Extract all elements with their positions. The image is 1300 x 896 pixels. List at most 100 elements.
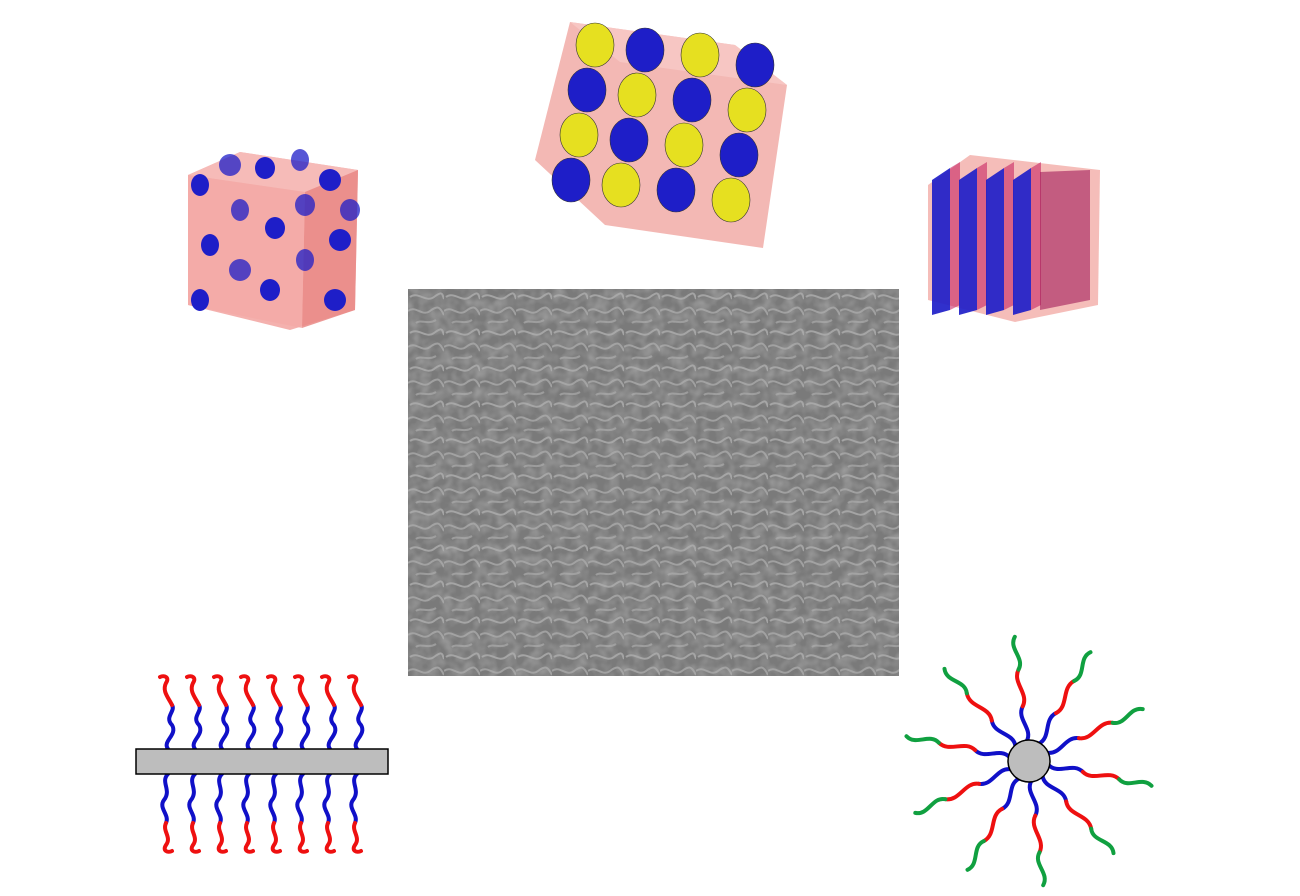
sphere-domain <box>231 199 249 221</box>
star-arm-blue-block <box>977 767 1013 786</box>
sphere-domain <box>265 217 285 239</box>
lamella-blue <box>959 168 977 315</box>
sphere-domain <box>340 199 360 221</box>
lamella-blue <box>1013 168 1031 315</box>
star-arm-green-block <box>904 734 941 745</box>
lamella-blue <box>932 168 950 315</box>
brush-bottom-blue-block <box>214 772 224 825</box>
brush-top-red-block <box>239 674 255 707</box>
star-arm-blue-block <box>1046 763 1085 774</box>
yellow-domain <box>559 112 599 158</box>
brush-bottom-red-block <box>243 821 255 854</box>
lamella-side <box>1031 162 1041 310</box>
lamella-side <box>950 162 960 310</box>
brush-top-red-block <box>158 674 174 707</box>
star-arm-green-block <box>1089 826 1116 856</box>
sphere-domain <box>260 279 280 301</box>
brush-top-blue-block <box>191 703 203 751</box>
brush-bottom-blue-block <box>295 772 305 825</box>
lamella-blue <box>986 168 1004 315</box>
brush-backbone <box>135 748 389 775</box>
sphere-domain <box>229 259 251 281</box>
sphere-domain <box>291 149 309 171</box>
brush-top-blue-block <box>326 703 338 751</box>
brush-top-blue-block <box>272 703 284 751</box>
blue-domain <box>625 27 665 73</box>
brush-bottom-red-block <box>189 821 201 854</box>
sphere-domain <box>255 157 275 179</box>
lamella-back-face <box>1040 170 1090 310</box>
sphere-domain <box>295 194 315 216</box>
brush-top-red-block <box>320 674 336 707</box>
star-arm-blue-block <box>1019 704 1031 744</box>
gyroid-morphology-panel <box>525 0 805 260</box>
star-arm-green-block <box>913 797 948 815</box>
brush-top-blue-block <box>164 703 176 751</box>
lamella-side <box>1004 162 1014 310</box>
star-arm-green-block <box>1036 850 1047 888</box>
star-arm-red-block <box>943 781 981 802</box>
brush-bottom-red-block <box>270 821 282 854</box>
yellow-domain <box>617 72 657 118</box>
brush-bottom-red-block <box>324 821 336 854</box>
sphere-domain <box>319 169 341 191</box>
star-arm-green-block <box>942 666 969 696</box>
blue-domain <box>567 67 607 113</box>
star-schematic <box>904 634 1154 888</box>
star-arm-red-block <box>1015 667 1027 709</box>
brush-top-blue-block <box>218 703 230 751</box>
brush-bottom-blue-block <box>160 772 170 825</box>
yellow-domain <box>664 122 704 168</box>
sphere-domain <box>191 174 209 196</box>
brush-bottom-blue-block <box>322 772 332 825</box>
yellow-domain <box>711 177 751 223</box>
brush-top-blue-block <box>245 703 257 751</box>
star-arm-red-block <box>1080 769 1122 782</box>
sphere-domain <box>329 229 351 251</box>
spheres-morphology-panel <box>170 140 370 340</box>
star-arm-blue-block <box>1045 736 1081 755</box>
blue-domain <box>719 132 759 178</box>
yellow-domain <box>601 162 641 208</box>
brush-bottom-blue-block <box>241 772 251 825</box>
gyroid-cube <box>535 22 787 248</box>
brush-top-red-block <box>212 674 228 707</box>
lamellae-morphology-panel <box>920 140 1110 330</box>
star-arm-red-block <box>981 806 1004 844</box>
lamellae-cube <box>928 155 1100 322</box>
brush-top-red-block <box>347 674 363 707</box>
star-arm-blue-block <box>989 718 1018 749</box>
star-arm-green-block <box>1110 707 1145 725</box>
brush-bottom-blue-block <box>268 772 278 825</box>
brush-bottom-blue-block <box>349 772 359 825</box>
star-arm-blue-block <box>1027 778 1039 818</box>
star-arm-red-block <box>1031 813 1043 855</box>
spheres-cube <box>188 149 360 330</box>
star-arm-red-block <box>936 740 978 753</box>
brush-bottom-red-block <box>297 821 309 854</box>
blue-domain <box>735 42 775 88</box>
sphere-domain <box>191 289 209 311</box>
yellow-domain <box>575 22 615 68</box>
brush-top-red-block <box>293 674 309 707</box>
brush-bottom-blue-block <box>187 772 197 825</box>
brush-top-blue-block <box>353 703 365 751</box>
yellow-domain <box>680 32 720 78</box>
lamella-side <box>977 162 987 310</box>
blue-domain <box>672 77 712 123</box>
star-arm-red-block <box>1077 720 1115 741</box>
brush-schematic <box>135 674 389 854</box>
star-arm-green-block <box>1011 634 1022 672</box>
blue-domain <box>551 157 591 203</box>
blue-domain <box>656 167 696 213</box>
brush-bottom-red-block <box>351 821 363 854</box>
star-arm-blue-block <box>1036 711 1058 746</box>
sphere-domain <box>324 289 346 311</box>
blue-domain <box>609 117 649 163</box>
brush-copolymer-panel <box>130 665 400 860</box>
star-arm-red-block <box>1064 799 1094 831</box>
star-arm-red-block <box>964 691 994 723</box>
star-arm-blue-block <box>1000 776 1022 811</box>
star-core <box>1007 739 1051 783</box>
star-arm-green-block <box>1072 650 1093 683</box>
